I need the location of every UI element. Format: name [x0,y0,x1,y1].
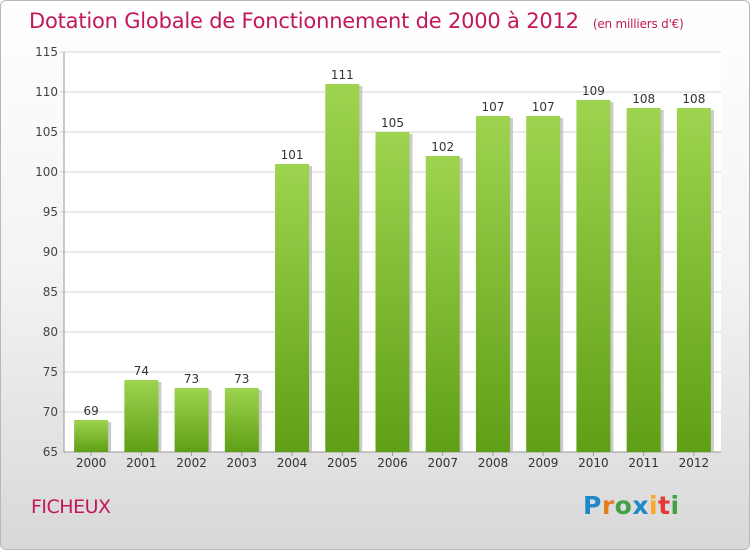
y-tick-label: 85 [43,285,58,299]
logo-letter: t [658,491,671,520]
bar [275,164,310,452]
chart-title-text: Dotation Globale de Fonctionnement de 20… [29,9,579,33]
bar [325,84,360,452]
bar [174,388,209,452]
bar [425,156,460,452]
chart-title: Dotation Globale de Fonctionnement de 20… [29,9,684,33]
bar [475,116,510,452]
y-tick-label: 95 [43,205,58,219]
x-tick-label: 2010 [578,456,609,470]
x-tick-label: 2001 [126,456,157,470]
x-tick-label: 2008 [478,456,509,470]
y-tick-label: 110 [35,85,58,99]
y-tick-label: 65 [43,445,58,459]
x-tick-label: 2012 [679,456,710,470]
y-tick-label: 75 [43,365,58,379]
commune-name: FICHEUX [31,496,111,518]
y-tick-label: 105 [35,125,58,139]
x-tick-label: 2002 [176,456,207,470]
bar [74,420,109,452]
y-tick-label: 115 [35,45,58,59]
bar-value-label: 74 [134,364,149,378]
bar [526,116,561,452]
bar [124,380,159,452]
logo-letter: o [614,491,633,520]
bar-value-label: 111 [331,68,354,82]
bar [676,108,711,452]
bar [375,132,410,452]
logo-letter: P [583,491,602,520]
bar-value-label: 109 [582,84,605,98]
y-tick-label: 80 [43,325,58,339]
bar [224,388,259,452]
bar-value-label: 73 [184,372,199,386]
x-tick-label: 2009 [528,456,559,470]
y-tick-label: 100 [35,165,58,179]
bar-value-label: 102 [431,140,454,154]
proxiti-logo: Proxiti [583,491,680,520]
logo-letter: r [601,491,615,520]
y-tick-label: 70 [43,405,58,419]
bar-value-label: 101 [281,148,304,162]
bar [626,108,661,452]
bar-value-label: 107 [482,100,505,114]
chart-subtitle: (en milliers d'€) [592,17,684,31]
x-tick-label: 2004 [277,456,308,470]
bar-value-label: 108 [682,92,705,106]
bar [576,100,611,452]
y-tick-label: 90 [43,245,58,259]
bar-value-label: 105 [381,116,404,130]
bar-value-label: 108 [632,92,655,106]
x-tick-label: 2011 [628,456,659,470]
bar-value-label: 107 [532,100,555,114]
x-tick-label: 2000 [76,456,107,470]
bar-value-label: 69 [83,404,98,418]
logo-letter: i [649,491,659,520]
bar-value-label: 73 [234,372,249,386]
x-tick-label: 2006 [377,456,408,470]
logo-letter: i [670,491,680,520]
x-tick-label: 2003 [227,456,258,470]
x-tick-label: 2005 [327,456,358,470]
x-tick-label: 2007 [427,456,458,470]
logo-letter: x [632,491,649,520]
